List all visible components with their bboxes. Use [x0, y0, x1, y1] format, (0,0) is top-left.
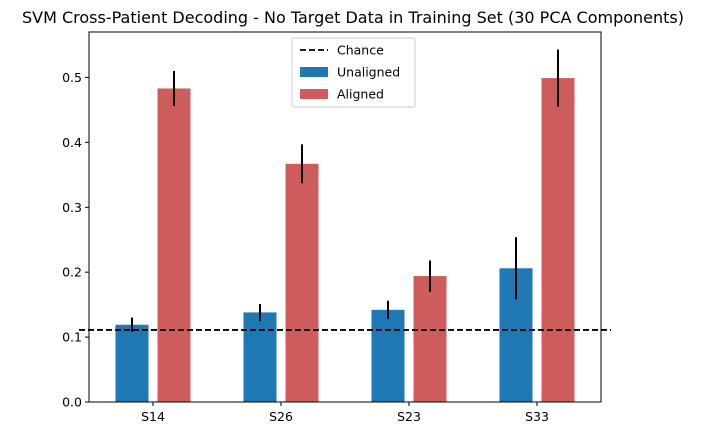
legend-swatch-unaligned	[300, 67, 328, 77]
plot-area	[79, 49, 611, 403]
y-tick-label: 0.0	[62, 395, 82, 410]
y-tick-label: 0.1	[62, 330, 82, 345]
legend-label-unaligned: Unaligned	[337, 65, 400, 80]
legend-swatch-aligned	[300, 89, 328, 99]
bar-aligned-s14	[157, 88, 191, 402]
chart-title: SVM Cross-Patient Decoding - No Target D…	[22, 8, 684, 27]
x-axis: S14 S26 S23 S33	[141, 402, 549, 424]
x-tick-label: S26	[269, 409, 293, 424]
legend-label-aligned: Aligned	[337, 87, 384, 102]
y-tick-label: 0.3	[62, 200, 82, 215]
y-tick-label: 0.4	[62, 135, 82, 150]
legend: Chance Unaligned Aligned	[291, 37, 416, 108]
x-tick-label: S33	[525, 409, 549, 424]
y-axis: 0.0 0.1 0.2 0.3 0.4 0.5	[62, 70, 89, 410]
bar-aligned-s33	[541, 78, 575, 403]
bar-unaligned-s26	[243, 312, 277, 402]
bar-unaligned-s14	[115, 324, 149, 402]
y-tick-label: 0.5	[62, 70, 82, 85]
y-tick-label: 0.2	[62, 265, 82, 280]
axes-frame	[88, 31, 602, 403]
x-tick-label: S14	[141, 409, 165, 424]
bar-unaligned-s23	[371, 309, 405, 402]
x-tick-label: S23	[397, 409, 421, 424]
legend-label-chance: Chance	[337, 43, 384, 58]
bar-aligned-s23	[413, 276, 447, 402]
bar-aligned-s26	[285, 163, 319, 402]
